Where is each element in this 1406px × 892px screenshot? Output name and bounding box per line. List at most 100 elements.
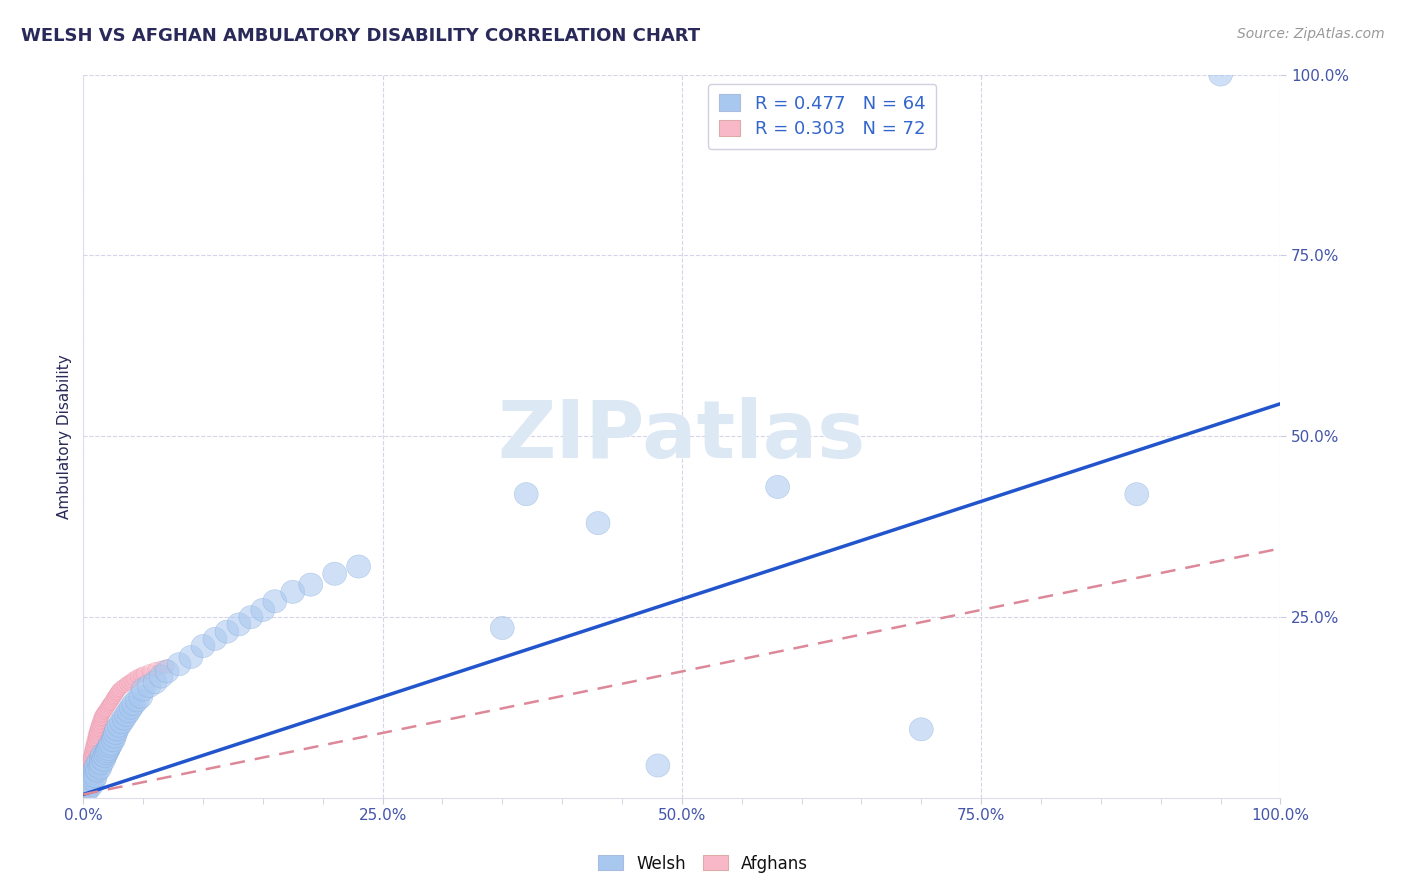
Ellipse shape [121, 692, 146, 715]
Ellipse shape [79, 772, 103, 795]
Ellipse shape [83, 751, 97, 765]
Ellipse shape [347, 555, 371, 578]
Ellipse shape [97, 734, 121, 757]
Ellipse shape [97, 738, 121, 761]
Ellipse shape [77, 776, 101, 799]
Ellipse shape [515, 483, 538, 506]
Ellipse shape [105, 693, 120, 707]
Text: ZIPatlas: ZIPatlas [498, 397, 866, 475]
Ellipse shape [75, 780, 98, 803]
Ellipse shape [120, 696, 143, 719]
Ellipse shape [84, 743, 98, 757]
Ellipse shape [89, 728, 103, 741]
Ellipse shape [110, 686, 124, 700]
Ellipse shape [129, 685, 153, 708]
Ellipse shape [114, 703, 138, 726]
Ellipse shape [97, 705, 112, 718]
Ellipse shape [129, 670, 145, 683]
Ellipse shape [645, 754, 669, 777]
Ellipse shape [82, 754, 97, 767]
Ellipse shape [160, 659, 174, 673]
Ellipse shape [263, 590, 287, 613]
Ellipse shape [298, 573, 323, 596]
Ellipse shape [89, 726, 104, 739]
Ellipse shape [93, 745, 117, 768]
Ellipse shape [79, 780, 93, 794]
Ellipse shape [89, 730, 103, 743]
Ellipse shape [89, 747, 114, 770]
Y-axis label: Ambulatory Disability: Ambulatory Disability [58, 354, 72, 518]
Ellipse shape [104, 722, 128, 745]
Ellipse shape [84, 747, 98, 762]
Ellipse shape [76, 772, 100, 795]
Ellipse shape [87, 735, 101, 748]
Ellipse shape [107, 690, 121, 704]
Ellipse shape [80, 764, 104, 788]
Ellipse shape [103, 725, 127, 748]
Ellipse shape [80, 768, 94, 781]
Ellipse shape [82, 763, 97, 776]
Ellipse shape [105, 718, 129, 741]
Ellipse shape [89, 731, 103, 746]
Ellipse shape [79, 778, 93, 792]
Ellipse shape [117, 679, 131, 693]
Ellipse shape [281, 581, 305, 603]
Ellipse shape [250, 599, 274, 622]
Ellipse shape [117, 699, 141, 723]
Ellipse shape [90, 723, 105, 736]
Ellipse shape [120, 677, 134, 690]
Ellipse shape [910, 718, 934, 741]
Text: Source: ZipAtlas.com: Source: ZipAtlas.com [1237, 27, 1385, 41]
Ellipse shape [82, 761, 105, 784]
Ellipse shape [89, 724, 104, 738]
Ellipse shape [323, 562, 347, 585]
Ellipse shape [86, 739, 100, 752]
Ellipse shape [80, 773, 94, 787]
Ellipse shape [586, 511, 610, 534]
Ellipse shape [112, 706, 136, 730]
Ellipse shape [125, 689, 149, 712]
Ellipse shape [148, 663, 162, 676]
Ellipse shape [114, 681, 129, 694]
Ellipse shape [100, 701, 114, 714]
Ellipse shape [83, 749, 97, 763]
Ellipse shape [110, 711, 134, 733]
Ellipse shape [87, 733, 101, 747]
Ellipse shape [136, 666, 150, 681]
Ellipse shape [101, 698, 115, 713]
Ellipse shape [87, 750, 111, 773]
Ellipse shape [91, 716, 105, 731]
Ellipse shape [94, 741, 118, 764]
Ellipse shape [103, 698, 117, 711]
Ellipse shape [87, 737, 101, 751]
Ellipse shape [149, 665, 173, 688]
Ellipse shape [134, 668, 148, 682]
Ellipse shape [153, 661, 169, 674]
Ellipse shape [226, 613, 250, 636]
Ellipse shape [491, 616, 515, 640]
Ellipse shape [179, 646, 202, 668]
Ellipse shape [239, 606, 263, 629]
Ellipse shape [82, 764, 96, 778]
Ellipse shape [77, 785, 91, 799]
Ellipse shape [79, 784, 93, 797]
Text: WELSH VS AFGHAN AMBULATORY DISABILITY CORRELATION CHART: WELSH VS AFGHAN AMBULATORY DISABILITY CO… [21, 27, 700, 45]
Ellipse shape [97, 706, 111, 720]
Ellipse shape [191, 634, 215, 657]
Ellipse shape [108, 688, 122, 701]
Ellipse shape [121, 675, 136, 690]
Ellipse shape [111, 684, 125, 698]
Ellipse shape [91, 748, 115, 772]
Ellipse shape [82, 766, 96, 780]
Ellipse shape [96, 708, 110, 722]
Legend: R = 0.477   N = 64, R = 0.303   N = 72: R = 0.477 N = 64, R = 0.303 N = 72 [707, 84, 936, 149]
Ellipse shape [82, 756, 97, 770]
Ellipse shape [167, 653, 191, 676]
Ellipse shape [94, 709, 108, 723]
Ellipse shape [94, 712, 108, 725]
Ellipse shape [82, 758, 97, 772]
Ellipse shape [91, 719, 105, 732]
Ellipse shape [89, 752, 114, 775]
Ellipse shape [98, 703, 114, 716]
Ellipse shape [77, 782, 91, 797]
